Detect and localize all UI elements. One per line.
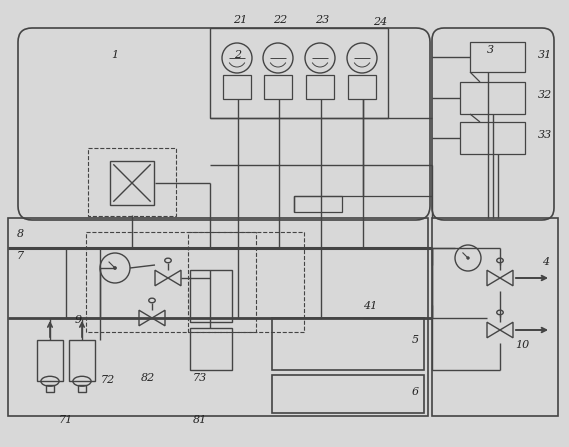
Text: 23: 23 — [315, 15, 329, 25]
Text: 1: 1 — [112, 50, 118, 60]
Bar — [69, 340, 95, 381]
Text: 73: 73 — [193, 373, 207, 383]
Bar — [210, 28, 388, 118]
Bar — [264, 75, 292, 99]
Text: 81: 81 — [193, 415, 207, 425]
Bar — [223, 75, 251, 99]
Text: 41: 41 — [363, 301, 377, 311]
Text: 71: 71 — [59, 415, 73, 425]
Bar — [88, 148, 176, 216]
Bar — [460, 82, 525, 114]
Bar — [306, 75, 334, 99]
Text: 10: 10 — [515, 340, 529, 350]
Circle shape — [113, 266, 117, 270]
Bar — [348, 75, 376, 99]
Text: 5: 5 — [411, 335, 419, 345]
Bar — [46, 385, 54, 392]
Circle shape — [467, 257, 469, 259]
Bar — [190, 270, 232, 322]
Bar — [86, 232, 304, 332]
Text: 21: 21 — [233, 15, 247, 25]
Bar — [432, 218, 558, 416]
Bar — [294, 196, 342, 212]
Bar — [188, 232, 256, 332]
Text: 22: 22 — [273, 15, 287, 25]
Text: 24: 24 — [373, 17, 387, 27]
Bar — [470, 42, 525, 72]
Text: 2: 2 — [234, 50, 242, 60]
Text: 7: 7 — [17, 251, 23, 261]
Text: 32: 32 — [538, 90, 552, 100]
Bar — [190, 328, 232, 370]
Text: 3: 3 — [486, 45, 493, 55]
Bar — [110, 161, 154, 205]
Bar — [8, 218, 428, 416]
Text: 9: 9 — [75, 315, 81, 325]
Text: 4: 4 — [542, 257, 550, 267]
Text: 8: 8 — [17, 229, 23, 239]
Bar — [37, 340, 63, 381]
Text: 31: 31 — [538, 50, 552, 60]
Text: 6: 6 — [411, 387, 419, 397]
Text: 82: 82 — [141, 373, 155, 383]
Text: 33: 33 — [538, 130, 552, 140]
Bar — [272, 375, 424, 413]
Bar — [272, 318, 424, 370]
Bar — [460, 122, 525, 154]
Bar — [78, 385, 86, 392]
Text: 72: 72 — [101, 375, 115, 385]
